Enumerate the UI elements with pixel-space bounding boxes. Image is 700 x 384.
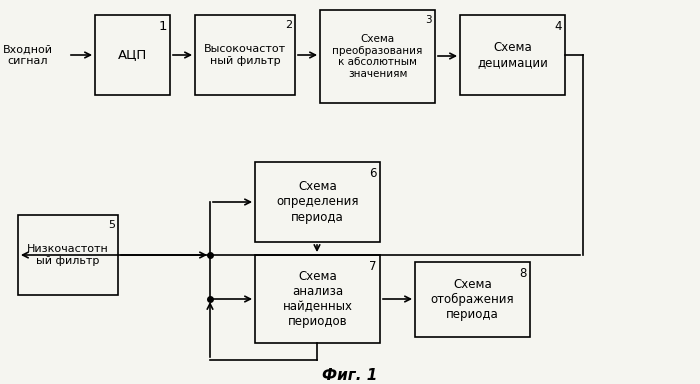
Bar <box>415 262 530 337</box>
Bar <box>320 10 435 103</box>
Text: Фиг. 1: Фиг. 1 <box>322 367 378 382</box>
Text: АЦП: АЦП <box>118 48 147 61</box>
Text: Схема
анализа
найденных
периодов: Схема анализа найденных периодов <box>283 270 353 328</box>
Text: 7: 7 <box>370 260 377 273</box>
Bar <box>95 15 170 95</box>
Text: Схема
отображения
периода: Схема отображения периода <box>430 278 514 321</box>
Text: 3: 3 <box>426 15 432 25</box>
Bar <box>255 255 380 343</box>
Bar <box>195 15 295 95</box>
Text: 5: 5 <box>108 220 115 230</box>
Text: Высокочастот
ный фильтр: Высокочастот ный фильтр <box>204 44 286 66</box>
Text: Схема
преобразования
к абсолютным
значениям: Схема преобразования к абсолютным значен… <box>332 34 423 79</box>
Bar <box>460 15 565 95</box>
Text: Схема
определения
периода: Схема определения периода <box>276 180 358 223</box>
Text: Входной
сигнал: Входной сигнал <box>3 44 53 66</box>
Text: 1: 1 <box>158 20 167 33</box>
Text: 2: 2 <box>285 20 292 30</box>
Bar <box>18 215 118 295</box>
Text: Низкочастотн
ый фильтр: Низкочастотн ый фильтр <box>27 244 109 266</box>
Text: Схема
децимации: Схема децимации <box>477 41 548 69</box>
Text: 4: 4 <box>554 20 562 33</box>
Bar <box>255 162 380 242</box>
Text: 8: 8 <box>519 267 527 280</box>
Text: 6: 6 <box>370 167 377 180</box>
